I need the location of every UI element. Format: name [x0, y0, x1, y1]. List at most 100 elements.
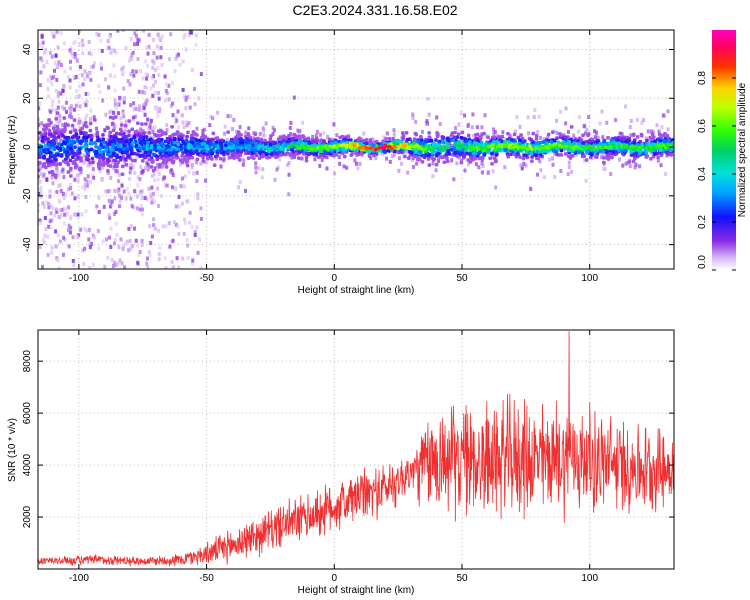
spectrogram-cell: [48, 79, 52, 84]
spectrogram-cell: [472, 155, 477, 160]
spectrogram-cell: [57, 266, 61, 269]
spectrogram-cell: [119, 129, 124, 134]
spectrogram-cell: [538, 135, 542, 140]
colorbar-label: Normalized spectral amplitude: [737, 82, 748, 217]
spectrogram-cell: [157, 90, 161, 95]
spectrogram-cell: [461, 148, 465, 152]
spectrogram-cell: [651, 136, 655, 141]
spectrogram-cell: [420, 160, 425, 164]
spectrogram-cell: [385, 156, 389, 161]
spectrogram-cell: [120, 164, 125, 169]
spectrogram-cell: [73, 196, 77, 201]
spectrogram-cell: [179, 134, 183, 139]
spectrogram-cell: [40, 45, 44, 50]
spectrogram-cell: [316, 129, 320, 134]
spectrogram-cell: [236, 130, 241, 134]
spectrogram-cell: [547, 157, 551, 162]
spectrogram-cell: [320, 157, 324, 162]
spectrogram-cell: [140, 212, 144, 217]
spectrogram-cell: [483, 113, 487, 118]
spectrogram-cell: [234, 129, 238, 134]
spectrogram-cell: [160, 141, 165, 146]
spectrogram-cell: [50, 245, 54, 250]
spectrogram-cell: [132, 135, 137, 139]
spectrogram-cell: [170, 139, 174, 144]
spectrogram-cell: [38, 202, 40, 207]
spectrogram-cell: [56, 25, 59, 29]
spectrogram-cell: [153, 226, 157, 231]
spectrogram-cell: [67, 187, 71, 192]
spectrogram-cell: [390, 147, 394, 151]
spectrogram-cell: [489, 139, 493, 143]
spectrogram-cell: [85, 99, 89, 104]
spectrogram-cell: [465, 151, 469, 156]
spectrogram-cell: [313, 157, 317, 162]
spectrogram-cell: [129, 151, 134, 156]
spectrogram-cell: [368, 140, 373, 144]
spectrogram-cell: [68, 166, 73, 171]
spectrogram-cell: [93, 235, 97, 240]
spectrogram-cell: [424, 153, 428, 157]
spectrogram-cell: [129, 146, 133, 150]
spectrogram-cell: [133, 170, 137, 175]
spectrogram-cell: [188, 149, 193, 154]
spectrogram-cell: [374, 156, 378, 161]
spectrogram-cell: [171, 113, 175, 118]
spectrogram-cell: [163, 139, 168, 144]
spectrogram-cell: [122, 244, 126, 249]
spectrogram-cell: [404, 150, 408, 155]
spectrogram-cell: [214, 156, 218, 161]
spectrogram-cell: [65, 100, 69, 105]
spectrogram-cell: [88, 266, 92, 269]
spectrogram-cell: [494, 185, 498, 190]
spectrogram-cell: [147, 166, 151, 171]
spectrogram-cell: [153, 178, 157, 183]
spectrogram-cell: [506, 155, 511, 159]
spectrogram-cell: [71, 235, 75, 240]
spectrogram-cell: [153, 125, 157, 130]
spectrogram-cell: [58, 162, 62, 166]
spectrogram-cell: [92, 115, 96, 120]
spectrogram-cell: [84, 209, 88, 214]
spectrogram-cell: [174, 116, 178, 121]
spectrogram-cell: [89, 147, 94, 152]
spectrogram-cell: [258, 150, 263, 155]
spectrogram-cell: [54, 53, 58, 58]
spectrogram-cell: [147, 131, 152, 135]
spectrogram-cell: [62, 84, 66, 89]
spectrogram-cell: [294, 135, 298, 140]
spectrogram-cell: [84, 24, 87, 28]
spectrogram-cell: [54, 113, 58, 118]
spectrogram-cell: [46, 123, 51, 127]
spectrogram-cell: [120, 183, 124, 188]
spectrogram-cell: [44, 227, 48, 232]
spectrogram-cell: [247, 126, 251, 131]
spectrogram-cell: [150, 234, 154, 239]
spectrogram-cell: [542, 175, 546, 180]
spectrogram-cell: [519, 133, 523, 137]
spectrogram-cell: [176, 224, 180, 229]
spectrogram-cell: [49, 211, 53, 216]
spectrogram-cell: [68, 230, 72, 235]
spectrogram-cell: [38, 117, 40, 122]
spectrogram-cell: [46, 234, 50, 239]
spectrogram-cell: [636, 143, 640, 147]
spectrogram-cell: [84, 103, 88, 108]
spectrogram-cell: [427, 112, 431, 117]
spectrogram-cell: [61, 88, 65, 93]
spectrogram-cell: [500, 134, 505, 139]
spectrogram-cell: [51, 147, 55, 151]
spectrogram-cell: [156, 177, 160, 182]
spectrogram-cell: [157, 228, 161, 233]
spectrogram-cell: [56, 170, 60, 175]
spectrogram-cell: [246, 144, 250, 149]
spectrogram-cell: [116, 30, 120, 33]
spectrogram-cell: [134, 69, 138, 74]
spectrogram-cell: [75, 135, 80, 140]
spectrogram-cell: [73, 177, 77, 182]
spectrogram-cell: [106, 189, 110, 194]
spectrogram-cell: [278, 157, 282, 162]
spectrogram-cell: [67, 244, 71, 249]
spectrogram-cell: [132, 151, 137, 156]
